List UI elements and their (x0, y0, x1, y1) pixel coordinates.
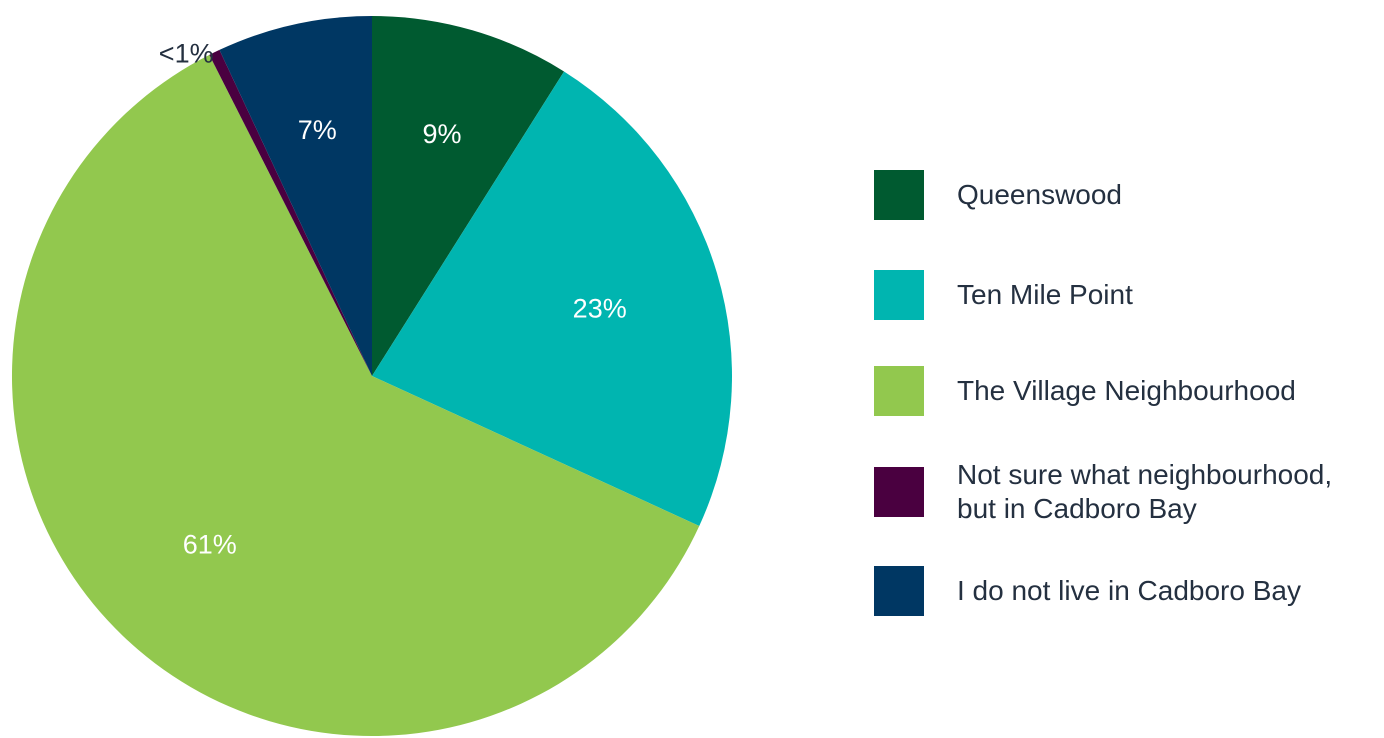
legend-label-do-not-live: I do not live in Cadboro Bay (957, 575, 1301, 606)
legend-swatch-not-sure (874, 467, 924, 517)
slice-label-not-sure: <1% (159, 39, 214, 69)
legend-label-the-village-neighbourhood: The Village Neighbourhood (957, 375, 1296, 406)
slice-not-sure (209, 49, 372, 377)
slice-the-village-neighbourhood (11, 54, 700, 737)
legend-item-queenswood: Queenswood (874, 170, 1122, 220)
slice-label-queenswood: 9% (422, 119, 461, 149)
slice-queenswood (372, 16, 565, 376)
legend-swatch-do-not-live (874, 566, 924, 616)
pie-chart: 9% 23% 61% <1% 7% (11, 16, 732, 737)
legend-item-the-village-neighbourhood: The Village Neighbourhood (874, 366, 1296, 416)
legend-item-do-not-live: I do not live in Cadboro Bay (874, 566, 1301, 616)
legend-item-not-sure: Not sure what neighbourhood, but in Cadb… (874, 458, 1332, 526)
slice-label-do-not-live: 7% (298, 115, 337, 145)
slice-label-ten-mile-point: 23% (573, 293, 627, 323)
legend-swatch-queenswood (874, 170, 924, 220)
slice-label-the-village-neighbourhood: 61% (183, 530, 237, 560)
legend-label-ten-mile-point: Ten Mile Point (957, 279, 1133, 310)
legend-swatch-the-village-neighbourhood (874, 366, 924, 416)
legend-item-ten-mile-point: Ten Mile Point (874, 270, 1133, 320)
legend-swatch-ten-mile-point (874, 270, 924, 320)
legend-label-not-sure: Not sure what neighbourhood, but in Cadb… (957, 459, 1333, 524)
legend-label-queenswood: Queenswood (957, 179, 1123, 210)
slice-ten-mile-point (372, 71, 732, 527)
slice-do-not-live (219, 16, 372, 376)
